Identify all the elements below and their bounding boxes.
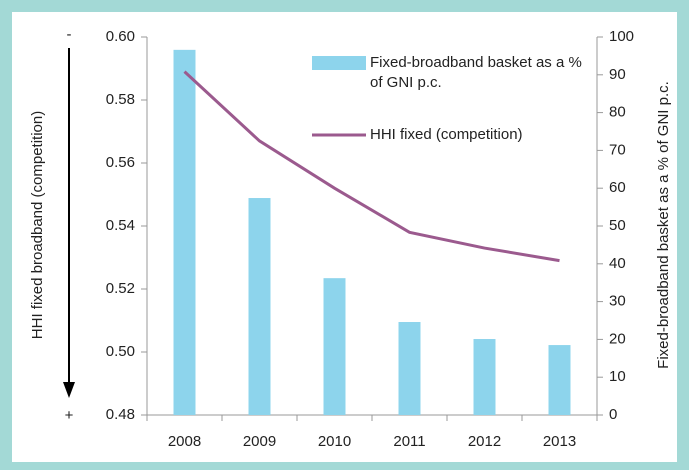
bar xyxy=(473,339,496,415)
y-bottom-marker: + xyxy=(65,407,74,424)
line xyxy=(183,70,560,263)
bar xyxy=(248,198,271,415)
bar xyxy=(548,345,571,415)
y2-tick-label: 10 xyxy=(609,368,626,385)
y2-tick-label: 80 xyxy=(609,104,626,121)
legend-line-label: HHI fixed (competition) xyxy=(370,126,523,143)
y2-tick-label: 100 xyxy=(609,28,634,45)
legend-bar-swatch xyxy=(312,56,366,70)
y-axis-title: HHI fixed broadband (competition) xyxy=(29,111,46,339)
y-tick-label: 0.52 xyxy=(106,280,135,297)
y2-tick-label: 90 xyxy=(609,66,626,83)
x-tick-label: 2012 xyxy=(468,433,501,450)
bar xyxy=(323,278,346,415)
y-tick-label: 0.54 xyxy=(106,217,135,234)
y2-tick-label: 50 xyxy=(609,217,626,234)
y2-tick-label: 40 xyxy=(609,255,626,272)
x-tick-label: 2011 xyxy=(393,433,425,450)
y2-tick-label: 60 xyxy=(609,179,626,196)
y2-tick-label: 30 xyxy=(609,293,626,310)
y-tick-label: 0.58 xyxy=(106,91,135,108)
y2-axis-title: Fixed-broadband basket as a % of GNI p.c… xyxy=(655,81,672,369)
legend-bar-label: Fixed-broadband basket as a % of GNI p.c… xyxy=(370,54,582,91)
arrow-head xyxy=(63,382,75,398)
bar xyxy=(398,322,421,415)
y-tick-label: 0.60 xyxy=(106,28,135,45)
x-tick-label: 2009 xyxy=(243,433,276,450)
bar xyxy=(173,49,196,416)
y2-tick-label: 20 xyxy=(609,330,626,347)
y2-tick-label: 0 xyxy=(609,406,617,423)
x-tick-label: 2008 xyxy=(168,433,201,450)
y-tick-label: 0.48 xyxy=(106,406,135,423)
y-tick-label: 0.50 xyxy=(106,343,135,360)
y-top-marker: - xyxy=(67,26,72,43)
x-tick-label: 2010 xyxy=(318,433,351,450)
x-tick-label: 2013 xyxy=(543,433,576,450)
y2-tick-label: 70 xyxy=(609,141,626,158)
y-tick-label: 0.56 xyxy=(106,154,135,171)
